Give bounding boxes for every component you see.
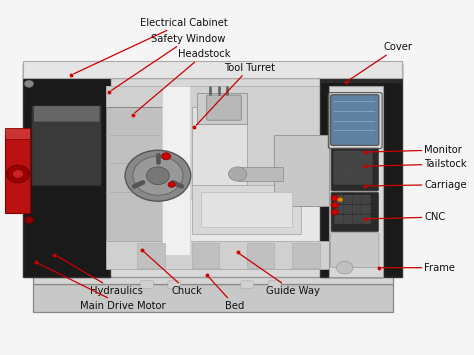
Polygon shape: [5, 135, 30, 213]
Polygon shape: [24, 64, 110, 277]
FancyBboxPatch shape: [349, 151, 356, 159]
FancyBboxPatch shape: [331, 192, 378, 231]
FancyBboxPatch shape: [34, 106, 100, 122]
Polygon shape: [106, 86, 329, 199]
Text: Bed: Bed: [209, 277, 244, 311]
FancyBboxPatch shape: [334, 159, 341, 167]
FancyBboxPatch shape: [365, 176, 372, 184]
FancyBboxPatch shape: [344, 195, 352, 204]
FancyBboxPatch shape: [365, 151, 372, 159]
Text: Electrical Cabinet: Electrical Cabinet: [74, 18, 228, 74]
Polygon shape: [137, 243, 165, 268]
Circle shape: [162, 153, 171, 160]
FancyBboxPatch shape: [353, 205, 361, 214]
FancyBboxPatch shape: [349, 159, 356, 167]
Polygon shape: [33, 266, 392, 284]
Text: Guide Way: Guide Way: [240, 254, 320, 296]
FancyBboxPatch shape: [353, 195, 361, 204]
FancyBboxPatch shape: [349, 176, 356, 184]
FancyBboxPatch shape: [362, 215, 370, 223]
Polygon shape: [319, 64, 401, 277]
Circle shape: [331, 202, 338, 208]
Polygon shape: [106, 86, 329, 255]
Text: Cover: Cover: [348, 42, 412, 81]
Polygon shape: [24, 61, 401, 78]
FancyBboxPatch shape: [365, 159, 372, 167]
FancyBboxPatch shape: [342, 168, 349, 176]
FancyBboxPatch shape: [362, 195, 370, 204]
FancyBboxPatch shape: [342, 159, 349, 167]
FancyBboxPatch shape: [207, 95, 241, 120]
Text: Monitor: Monitor: [368, 145, 462, 155]
FancyBboxPatch shape: [344, 205, 352, 214]
Text: Main Drive Motor: Main Drive Motor: [39, 264, 166, 311]
Circle shape: [12, 170, 24, 178]
Circle shape: [133, 156, 183, 195]
Polygon shape: [33, 284, 392, 312]
FancyBboxPatch shape: [268, 281, 281, 289]
Circle shape: [337, 198, 343, 202]
FancyBboxPatch shape: [357, 151, 365, 159]
Circle shape: [331, 209, 338, 215]
FancyBboxPatch shape: [342, 151, 349, 159]
Polygon shape: [192, 243, 219, 268]
Polygon shape: [106, 241, 329, 269]
Circle shape: [24, 217, 34, 223]
Polygon shape: [192, 107, 247, 185]
Polygon shape: [163, 86, 190, 255]
FancyBboxPatch shape: [357, 168, 365, 176]
FancyBboxPatch shape: [342, 176, 349, 184]
Circle shape: [337, 261, 353, 274]
Polygon shape: [197, 93, 247, 125]
FancyBboxPatch shape: [335, 215, 343, 223]
FancyBboxPatch shape: [141, 281, 154, 289]
Polygon shape: [106, 107, 165, 241]
Text: Tool Turret: Tool Turret: [196, 63, 275, 125]
Polygon shape: [201, 192, 292, 227]
FancyBboxPatch shape: [362, 205, 370, 214]
Polygon shape: [192, 185, 301, 234]
Circle shape: [168, 182, 175, 187]
Circle shape: [125, 150, 191, 201]
Circle shape: [24, 80, 34, 87]
Polygon shape: [329, 86, 383, 277]
Polygon shape: [274, 135, 329, 206]
Text: Tailstock: Tailstock: [368, 159, 467, 169]
Text: Headstock: Headstock: [135, 49, 230, 113]
Polygon shape: [5, 128, 30, 138]
Text: CNC: CNC: [368, 212, 446, 222]
FancyBboxPatch shape: [357, 159, 365, 167]
Circle shape: [7, 165, 29, 183]
Polygon shape: [319, 64, 401, 82]
FancyBboxPatch shape: [331, 95, 379, 145]
FancyBboxPatch shape: [334, 168, 341, 176]
FancyBboxPatch shape: [357, 176, 365, 184]
FancyBboxPatch shape: [335, 205, 343, 214]
FancyBboxPatch shape: [334, 176, 341, 184]
Text: Chuck: Chuck: [144, 252, 202, 296]
Circle shape: [228, 167, 247, 181]
FancyBboxPatch shape: [349, 168, 356, 176]
FancyBboxPatch shape: [365, 168, 372, 176]
Polygon shape: [247, 243, 274, 268]
FancyBboxPatch shape: [353, 215, 361, 223]
FancyBboxPatch shape: [334, 151, 341, 159]
Text: Frame: Frame: [382, 263, 456, 273]
Circle shape: [331, 195, 338, 201]
FancyBboxPatch shape: [344, 215, 352, 223]
FancyBboxPatch shape: [335, 195, 343, 204]
FancyBboxPatch shape: [168, 281, 181, 289]
FancyBboxPatch shape: [331, 148, 378, 191]
Text: Hydraulics: Hydraulics: [57, 256, 142, 296]
FancyBboxPatch shape: [331, 233, 379, 267]
Polygon shape: [237, 167, 283, 181]
Polygon shape: [37, 78, 383, 277]
Text: Carriage: Carriage: [368, 180, 467, 190]
Text: Safety Window: Safety Window: [111, 34, 226, 91]
Circle shape: [146, 167, 169, 185]
FancyBboxPatch shape: [241, 281, 254, 289]
Polygon shape: [292, 243, 319, 268]
FancyBboxPatch shape: [32, 105, 101, 186]
